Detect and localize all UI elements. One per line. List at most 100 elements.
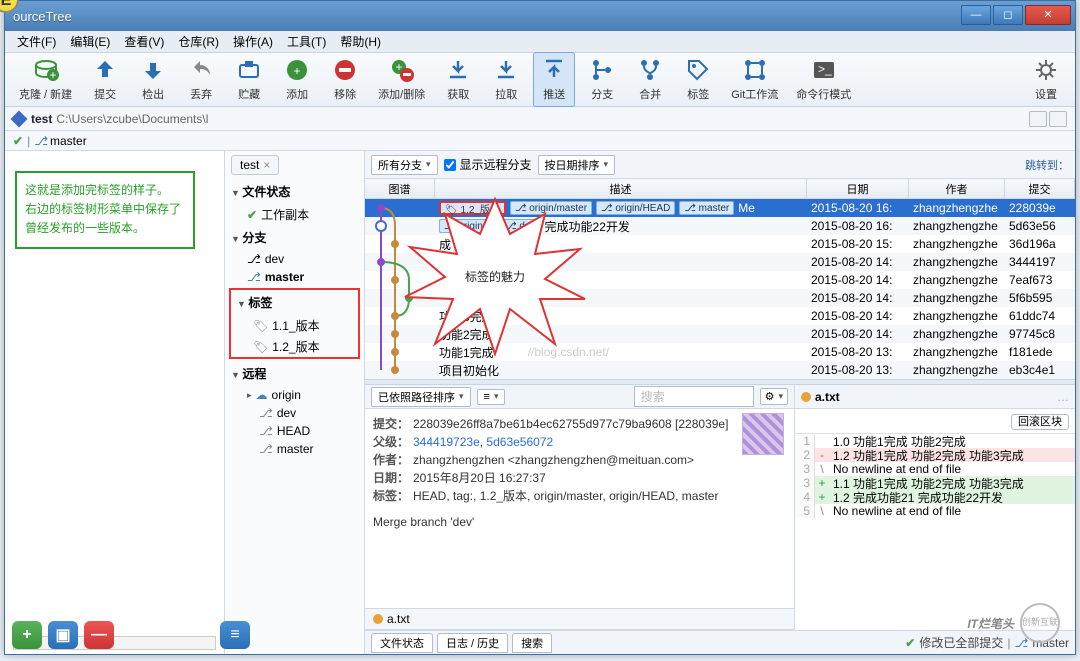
branch-master[interactable]: ⎇ master <box>225 268 364 286</box>
add-repo-button[interactable]: + <box>12 621 42 649</box>
minimize-button[interactable]: — <box>961 5 991 25</box>
toolbar-db-plus[interactable]: + 克隆 / 新建 <box>13 53 78 106</box>
current-branch: master <box>50 134 87 148</box>
view-prev-button[interactable] <box>1029 111 1047 127</box>
repo-icon <box>11 110 28 127</box>
menu-item[interactable]: 文件(F) <box>11 31 62 52</box>
path-sort[interactable]: 已依照路径排序 <box>371 387 471 407</box>
modified-icon <box>801 392 811 402</box>
modified-icon <box>373 614 383 624</box>
remove-button[interactable]: — <box>84 621 114 649</box>
remote-header[interactable]: 远程 <box>225 361 364 386</box>
tab-search[interactable]: 搜索 <box>512 633 552 653</box>
titlebar: ourceTree — ◻ ✕ <box>5 1 1075 31</box>
toolbar-down[interactable]: 检出 <box>132 53 174 106</box>
svg-text:标签的魅力: 标签的魅力 <box>465 269 525 284</box>
check-icon: ✔ <box>905 636 915 650</box>
toolbar-plus[interactable]: + 添加 <box>276 53 318 106</box>
branch-filter[interactable]: 所有分支 <box>371 155 438 175</box>
diff-line: 4+1.2 完成功能21 完成功能22开发 <box>795 490 1075 504</box>
menu-item[interactable]: 编辑(E) <box>64 31 116 52</box>
toolbar-box[interactable]: 贮藏 <box>228 53 270 106</box>
repo-path: C:\Users\zcube\Documents\l <box>56 112 208 126</box>
changed-file[interactable]: a.txt <box>365 608 794 630</box>
tag-item[interactable]: 🏷 1.1_版本 <box>231 315 358 336</box>
toolbar-branch[interactable]: 分支 <box>581 53 623 106</box>
check-icon: ✔ <box>13 134 23 148</box>
plus-icon: + <box>284 57 310 83</box>
close-button[interactable]: ✕ <box>1025 5 1071 25</box>
col-author[interactable]: 作者 <box>909 179 1005 198</box>
toolbar-term[interactable]: >_ 命令行模式 <box>790 53 857 106</box>
annotation-box: 这就是添加完标签的样子。右边的标签树形菜单中保存了曾经发布的一些版本。 <box>15 171 195 249</box>
jump-to[interactable]: 跳转到： <box>1025 157 1069 173</box>
tab-log[interactable]: 日志 / 历史 <box>437 633 508 653</box>
folder-button[interactable]: ▣ <box>48 621 78 649</box>
close-tab-icon[interactable]: × <box>263 158 270 172</box>
menu-item[interactable]: 操作(A) <box>227 31 279 52</box>
gear-dropdown[interactable]: ⚙ <box>760 388 788 405</box>
menu-item[interactable]: 帮助(H) <box>334 31 387 52</box>
view-next-button[interactable] <box>1049 111 1067 127</box>
revert-hunk-button[interactable]: 回滚区块 <box>1011 414 1069 430</box>
toolbar-ul[interactable]: 推送 <box>533 52 575 107</box>
avatar <box>742 413 784 455</box>
maximize-button[interactable]: ◻ <box>993 5 1023 25</box>
check-icon: ✔ <box>247 208 257 222</box>
remote-icon: ☁ <box>256 388 268 402</box>
toolbar-undo[interactable]: 丢弃 <box>180 53 222 106</box>
toolbar-dl[interactable]: 拉取 <box>485 53 527 106</box>
diff-header: a.txt … <box>795 385 1075 409</box>
toolbar-minus[interactable]: 移除 <box>324 53 366 106</box>
plusminus-icon: + <box>389 57 415 83</box>
tag-item[interactable]: 🏷 1.2_版本 <box>231 336 358 357</box>
search-input[interactable]: 搜索 <box>634 386 754 407</box>
list-view[interactable]: ≡ <box>477 389 506 405</box>
minus-icon <box>332 57 358 83</box>
merge-icon <box>637 57 663 83</box>
branch-icon: ⎇ <box>247 270 261 284</box>
flow-icon <box>742 57 768 83</box>
toolbar-plusminus[interactable]: + 添加/删除 <box>372 53 431 106</box>
tags-highlight: 标签 🏷 1.1_版本 🏷 1.2_版本 <box>229 288 360 359</box>
sort-dropdown[interactable]: 按日期排序 <box>538 155 616 175</box>
diff-line: 2-1.2 功能1完成 功能2完成 功能3完成 <box>795 448 1075 462</box>
menu-item[interactable]: 查看(V) <box>118 31 170 52</box>
branch-icon: ⎇ <box>247 252 261 266</box>
toolbar: + 克隆 / 新建 提交 检出 丢弃 贮藏 + 添加 移除 + 添加/删除 获取 <box>5 53 1075 107</box>
term-icon: >_ <box>811 57 837 83</box>
toolbar-flow[interactable]: Git工作流 <box>725 53 784 106</box>
toolbar-merge[interactable]: 合并 <box>629 53 671 106</box>
box-icon <box>236 57 262 83</box>
remote-branch[interactable]: ⎇HEAD <box>225 422 364 440</box>
remote-origin[interactable]: ▸ ☁ origin <box>225 386 364 404</box>
commit-info: 提交：228039e26ff8a7be61b4ec62755d977c79ba9… <box>365 409 794 537</box>
settings-button[interactable]: ≡ <box>220 621 250 649</box>
commit-row[interactable]: 项目初始化 2015-08-20 13: zhangzhengzhe eb3c4… <box>365 361 1075 379</box>
watermark: IT烂笔头 创新互联 <box>967 603 1060 643</box>
toolbar-up[interactable]: 提交 <box>84 53 126 106</box>
db-plus-icon: + <box>33 57 59 83</box>
toolbar-tag[interactable]: 标签 <box>677 53 719 106</box>
working-copy-item[interactable]: ✔ 工作副本 <box>225 204 364 225</box>
remote-branch[interactable]: ⎇dev <box>225 404 364 422</box>
repo-tab[interactable]: test × <box>231 155 279 175</box>
svg-text:+: + <box>294 64 301 78</box>
menu-item[interactable]: 工具(T) <box>281 31 332 52</box>
window-title: ourceTree <box>13 9 959 24</box>
col-date[interactable]: 日期 <box>807 179 909 198</box>
remote-branch[interactable]: ⎇master <box>225 440 364 458</box>
branch-icon: ⎇ <box>34 134 48 148</box>
show-remote-check[interactable]: 显示远程分支 <box>444 156 532 173</box>
menu-item[interactable]: 仓库(R) <box>172 31 225 52</box>
toolbar-dl[interactable]: 获取 <box>437 53 479 106</box>
branches-header[interactable]: 分支 <box>225 225 364 250</box>
branch-dev[interactable]: ⎇ dev <box>225 250 364 268</box>
col-commit[interactable]: 提交 <box>1005 179 1075 198</box>
toolbar-gear[interactable]: 设置 <box>1025 53 1067 106</box>
tab-file-status[interactable]: 文件状态 <box>371 633 433 653</box>
info-pane: 这就是添加完标签的样子。右边的标签树形菜单中保存了曾经发布的一些版本。 <box>5 151 225 654</box>
tags-header[interactable]: 标签 <box>231 290 358 315</box>
file-status-header[interactable]: 文件状态 <box>225 179 364 204</box>
branch-bar: ✔ | ⎇ master <box>5 131 1075 151</box>
